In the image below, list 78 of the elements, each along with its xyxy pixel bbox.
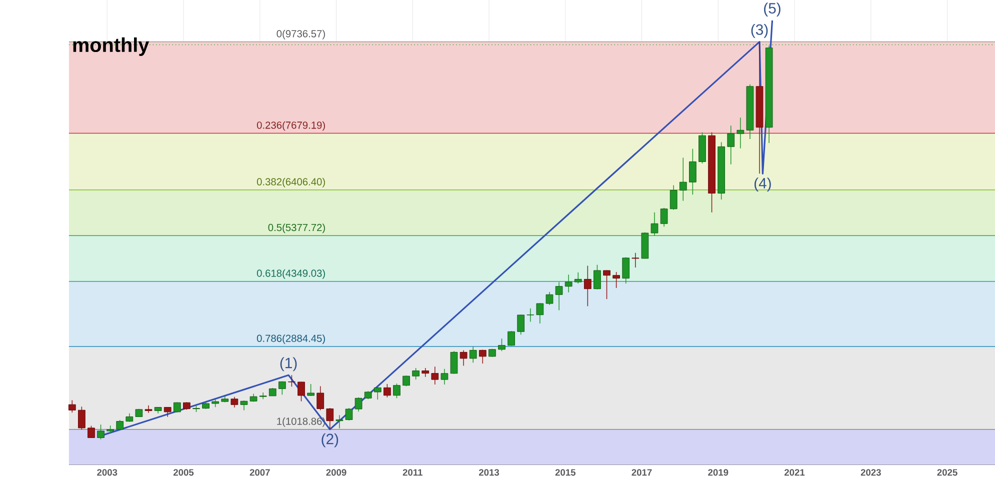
- candlestick: [240, 400, 248, 411]
- candlestick: [316, 386, 324, 411]
- ref-line-label: 0.786(2884.45): [256, 334, 325, 344]
- ref-line-label: 0.382(6406.40): [256, 178, 325, 188]
- candlestick: [97, 424, 104, 440]
- candlestick: [144, 405, 152, 414]
- candlestick: [374, 386, 382, 400]
- annotation: (3): [751, 24, 768, 38]
- candlestick: [431, 366, 439, 385]
- candlestick: [555, 282, 563, 311]
- x-tick-label: 2003: [97, 469, 118, 476]
- candlestick: [78, 406, 86, 430]
- candlestick: [584, 265, 592, 307]
- x-tick-label: 2021: [784, 469, 805, 476]
- candlestick: [307, 384, 314, 396]
- x-tick-label: 2017: [632, 469, 652, 476]
- candlestick: [336, 414, 344, 429]
- ref-line-label: 0.236(7679.19): [256, 121, 325, 131]
- candlestick: [736, 117, 744, 149]
- candlestick: [278, 381, 286, 396]
- candlestick: [469, 346, 477, 364]
- annotation: (5): [764, 2, 780, 17]
- candlestick: [612, 272, 620, 288]
- candlestick: [88, 425, 95, 438]
- candlestick: [679, 157, 687, 202]
- candlestick: [478, 349, 486, 364]
- x-tick-label: 2025: [937, 469, 958, 476]
- candlestick: [354, 397, 362, 412]
- candlestick: [517, 314, 525, 336]
- candlestick: [498, 338, 506, 352]
- text: monthly: [73, 38, 150, 56]
- candlestick: [68, 400, 76, 413]
- candlestick: [259, 392, 267, 400]
- candlestick: [173, 402, 181, 413]
- x-tick-label: 2015: [555, 469, 576, 476]
- candlestick: [594, 264, 601, 290]
- candlestick: [116, 420, 124, 430]
- ref-line-label: 0.618(4349.03): [256, 269, 325, 279]
- candlestick: [526, 308, 534, 322]
- ref-line-label: 0.5(5377.72): [268, 224, 325, 234]
- candlestick: [298, 381, 305, 402]
- candlestick: [440, 368, 448, 385]
- candlestick: [345, 408, 353, 421]
- x-tick-label: 2011: [402, 469, 422, 476]
- candlestick: [546, 292, 554, 306]
- candlestick: [727, 125, 735, 165]
- candlestick: [689, 148, 696, 196]
- candlestick: [460, 350, 468, 366]
- x-tick-label: 2013: [479, 469, 500, 476]
- candlestick: [412, 368, 420, 380]
- candlestick: [536, 302, 544, 324]
- candlestick: [402, 375, 410, 387]
- candlestick: [660, 208, 668, 228]
- annotation: (4): [754, 178, 771, 192]
- candlestick: [384, 384, 391, 398]
- ref-line-label: 0(9736.57): [276, 30, 325, 40]
- ref-line-label: 1(1018.86): [277, 418, 325, 427]
- candlestick: [450, 350, 458, 374]
- candlestick: [230, 396, 238, 408]
- x-tick-label: 2007: [250, 469, 270, 476]
- x-tick-label: 2009: [326, 469, 346, 476]
- candlestick: [632, 252, 640, 268]
- candlestick: [393, 383, 400, 399]
- x-tick-label: 2005: [173, 469, 194, 476]
- candlestick: [650, 212, 658, 236]
- candlestick: [622, 256, 630, 284]
- annotation: (1): [280, 357, 297, 372]
- candlestick: [288, 374, 296, 388]
- candlestick: [164, 406, 172, 418]
- candlestick: [564, 274, 572, 293]
- x-tick-label: 2019: [708, 469, 728, 476]
- x-tick-label: 2023: [860, 469, 881, 476]
- candlestick: [326, 408, 334, 430]
- annotation: (2): [322, 433, 338, 448]
- candlestick: [574, 272, 582, 284]
- candlestick: [603, 270, 610, 300]
- candlestick: [670, 184, 678, 210]
- candlestick: [508, 330, 515, 346]
